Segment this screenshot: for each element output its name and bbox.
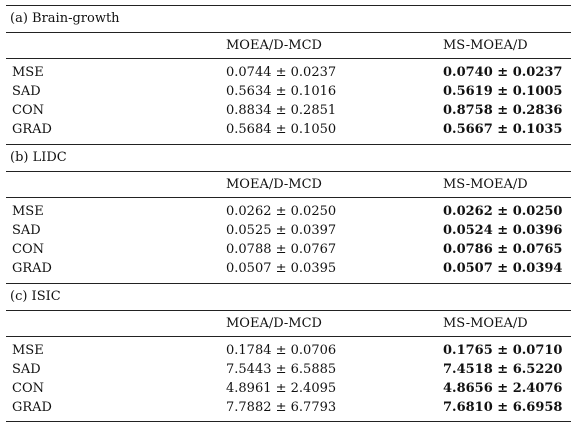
metric-label: CON	[12, 103, 44, 118]
ms-moead-value: 0.0786 ± 0.0765	[443, 242, 563, 257]
metric-label: CON	[12, 381, 44, 396]
table-row: MSE 0.0744 ± 0.0237 0.0740 ± 0.0237	[0, 65, 577, 80]
ms-moead-value: 0.1765 ± 0.0710	[443, 343, 563, 358]
metric-label: GRAD	[12, 400, 52, 415]
table-row: CON 4.8961 ± 2.4095 4.8656 ± 2.4076	[0, 381, 577, 396]
metric-label: MSE	[12, 343, 44, 358]
col-header-moead-mcd: MOEA/D-MCD	[226, 316, 322, 331]
rule	[6, 171, 571, 172]
col-header-moead-mcd: MOEA/D-MCD	[226, 38, 322, 53]
section-title-brain-growth: (a) Brain-growth	[10, 11, 120, 26]
table-row: CON 0.8834 ± 0.2851 0.8758 ± 0.2836	[0, 103, 577, 118]
ms-moead-value: 0.5619 ± 0.1005	[443, 84, 563, 99]
ms-moead-value: 0.0524 ± 0.0396	[443, 223, 563, 238]
ms-moead-value: 0.0507 ± 0.0394	[443, 261, 563, 276]
moead-mcd-value: 0.5634 ± 0.1016	[226, 84, 337, 99]
rule	[6, 58, 571, 59]
moead-mcd-value: 0.8834 ± 0.2851	[226, 103, 337, 118]
table-row: GRAD 0.5684 ± 0.1050 0.5667 ± 0.1035	[0, 122, 577, 137]
moead-mcd-value: 4.8961 ± 2.4095	[226, 381, 337, 396]
moead-mcd-value: 7.7882 ± 6.7793	[226, 400, 337, 415]
col-header-ms-moead: MS-MOEA/D	[443, 38, 528, 53]
moead-mcd-value: 0.0525 ± 0.0397	[226, 223, 337, 238]
rule	[6, 197, 571, 198]
section-title-isic: (c) ISIC	[10, 289, 61, 304]
table-row: SAD 0.0525 ± 0.0397 0.0524 ± 0.0396	[0, 223, 577, 238]
col-header-ms-moead: MS-MOEA/D	[443, 316, 528, 331]
metric-label: MSE	[12, 65, 44, 80]
metric-label: CON	[12, 242, 44, 257]
ms-moead-value: 0.5667 ± 0.1035	[443, 122, 563, 137]
moead-mcd-value: 0.5684 ± 0.1050	[226, 122, 337, 137]
moead-mcd-value: 7.5443 ± 6.5885	[226, 362, 337, 377]
metric-label: SAD	[12, 84, 41, 99]
moead-mcd-value: 0.0507 ± 0.0395	[226, 261, 337, 276]
rule	[6, 336, 571, 337]
ms-moead-value: 0.0740 ± 0.0237	[443, 65, 563, 80]
section-title-lidc: (b) LIDC	[10, 150, 67, 165]
ms-moead-value: 0.8758 ± 0.2836	[443, 103, 563, 118]
rule-top	[6, 5, 571, 6]
table-row: CON 0.0788 ± 0.0767 0.0786 ± 0.0765	[0, 242, 577, 257]
moead-mcd-value: 0.0788 ± 0.0767	[226, 242, 337, 257]
rule	[6, 144, 571, 145]
moead-mcd-value: 0.0744 ± 0.0237	[226, 65, 337, 80]
table-row: GRAD 7.7882 ± 6.7793 7.6810 ± 6.6958	[0, 400, 577, 415]
ms-moead-value: 7.6810 ± 6.6958	[443, 400, 563, 415]
ms-moead-value: 4.8656 ± 2.4076	[443, 381, 563, 396]
rule	[6, 32, 571, 33]
metric-label: GRAD	[12, 122, 52, 137]
metric-label: MSE	[12, 204, 44, 219]
rule	[6, 283, 571, 284]
ms-moead-value: 7.4518 ± 6.5220	[443, 362, 563, 377]
rule-bottom	[6, 421, 571, 422]
table-row: GRAD 0.0507 ± 0.0395 0.0507 ± 0.0394	[0, 261, 577, 276]
col-header-moead-mcd: MOEA/D-MCD	[226, 177, 322, 192]
metric-label: GRAD	[12, 261, 52, 276]
moead-mcd-value: 0.0262 ± 0.0250	[226, 204, 337, 219]
col-header-ms-moead: MS-MOEA/D	[443, 177, 528, 192]
metric-label: SAD	[12, 223, 41, 238]
table-row: MSE 0.1784 ± 0.0706 0.1765 ± 0.0710	[0, 343, 577, 358]
table-row: MSE 0.0262 ± 0.0250 0.0262 ± 0.0250	[0, 204, 577, 219]
table-row: SAD 7.5443 ± 6.5885 7.4518 ± 6.5220	[0, 362, 577, 377]
table-row: SAD 0.5634 ± 0.1016 0.5619 ± 0.1005	[0, 84, 577, 99]
metric-label: SAD	[12, 362, 41, 377]
moead-mcd-value: 0.1784 ± 0.0706	[226, 343, 337, 358]
ms-moead-value: 0.0262 ± 0.0250	[443, 204, 563, 219]
rule	[6, 310, 571, 311]
